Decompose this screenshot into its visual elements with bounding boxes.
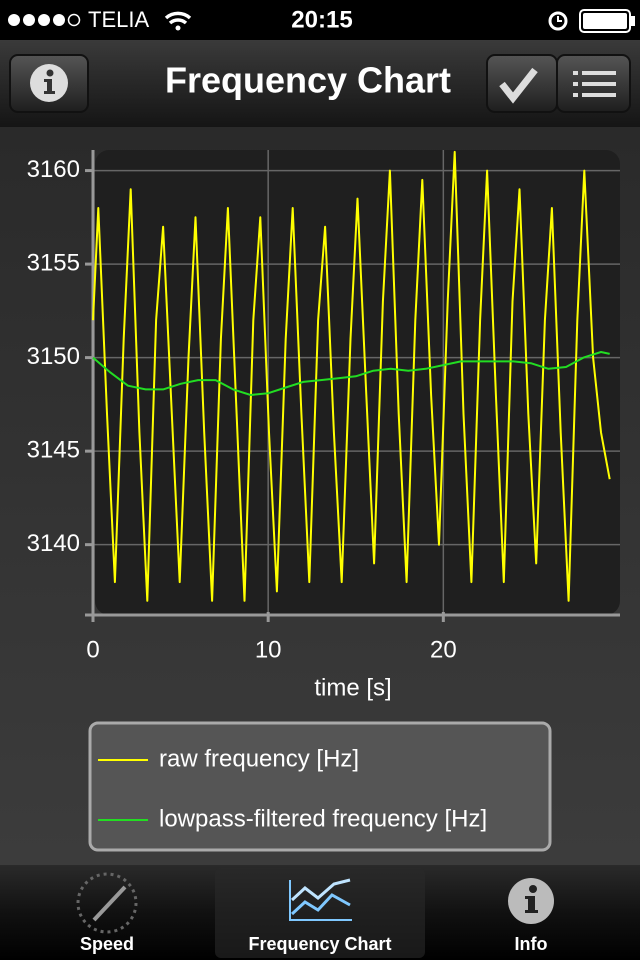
tab-selected-highlight xyxy=(215,868,425,958)
status-bar xyxy=(0,0,640,40)
y-tick-label: 3150 xyxy=(27,343,80,370)
x-axis-label: time [s] xyxy=(314,674,391,701)
legend-label: lowpass-filtered frequency [Hz] xyxy=(159,805,487,832)
wifi-icon xyxy=(164,11,192,31)
signal-dots xyxy=(8,13,81,27)
tab-label[interactable]: Frequency Chart xyxy=(248,934,391,954)
legend-entries: raw frequency [Hz] lowpass-filtered frequ… xyxy=(98,745,487,832)
nav-title: Frequency Chart xyxy=(165,60,451,101)
carrier: TELIA xyxy=(88,7,149,32)
y-tick-label: 3145 xyxy=(27,436,80,463)
tab-label[interactable]: Speed xyxy=(80,934,134,954)
legend-label: raw frequency [Hz] xyxy=(159,745,359,772)
list-button[interactable] xyxy=(556,54,631,113)
x-tick-label: 10 xyxy=(255,636,282,663)
speed-tab-icon[interactable] xyxy=(76,872,138,934)
legend xyxy=(88,721,552,852)
y-tick-label: 3155 xyxy=(27,249,80,276)
plot-area xyxy=(95,150,620,615)
y-tick-label: 3160 xyxy=(27,156,80,183)
chart-tab-icon[interactable] xyxy=(289,878,352,921)
data-line xyxy=(92,150,611,602)
info-button[interactable] xyxy=(9,54,89,113)
info-tab-icon[interactable] xyxy=(508,878,554,924)
data-line xyxy=(92,351,610,396)
chart: 3140 3145 3150 3155 3160 0 10 20 time [s] xyxy=(27,150,620,701)
check-button[interactable] xyxy=(486,54,558,113)
x-tick-label: 20 xyxy=(430,636,457,663)
y-tick-label: 3140 xyxy=(27,530,80,557)
alarm-icon xyxy=(548,11,568,31)
x-tick-label: 0 xyxy=(86,636,99,663)
tab-label[interactable]: Info xyxy=(515,934,548,954)
clock: 20:15 xyxy=(291,6,352,33)
battery-icon xyxy=(579,9,635,33)
